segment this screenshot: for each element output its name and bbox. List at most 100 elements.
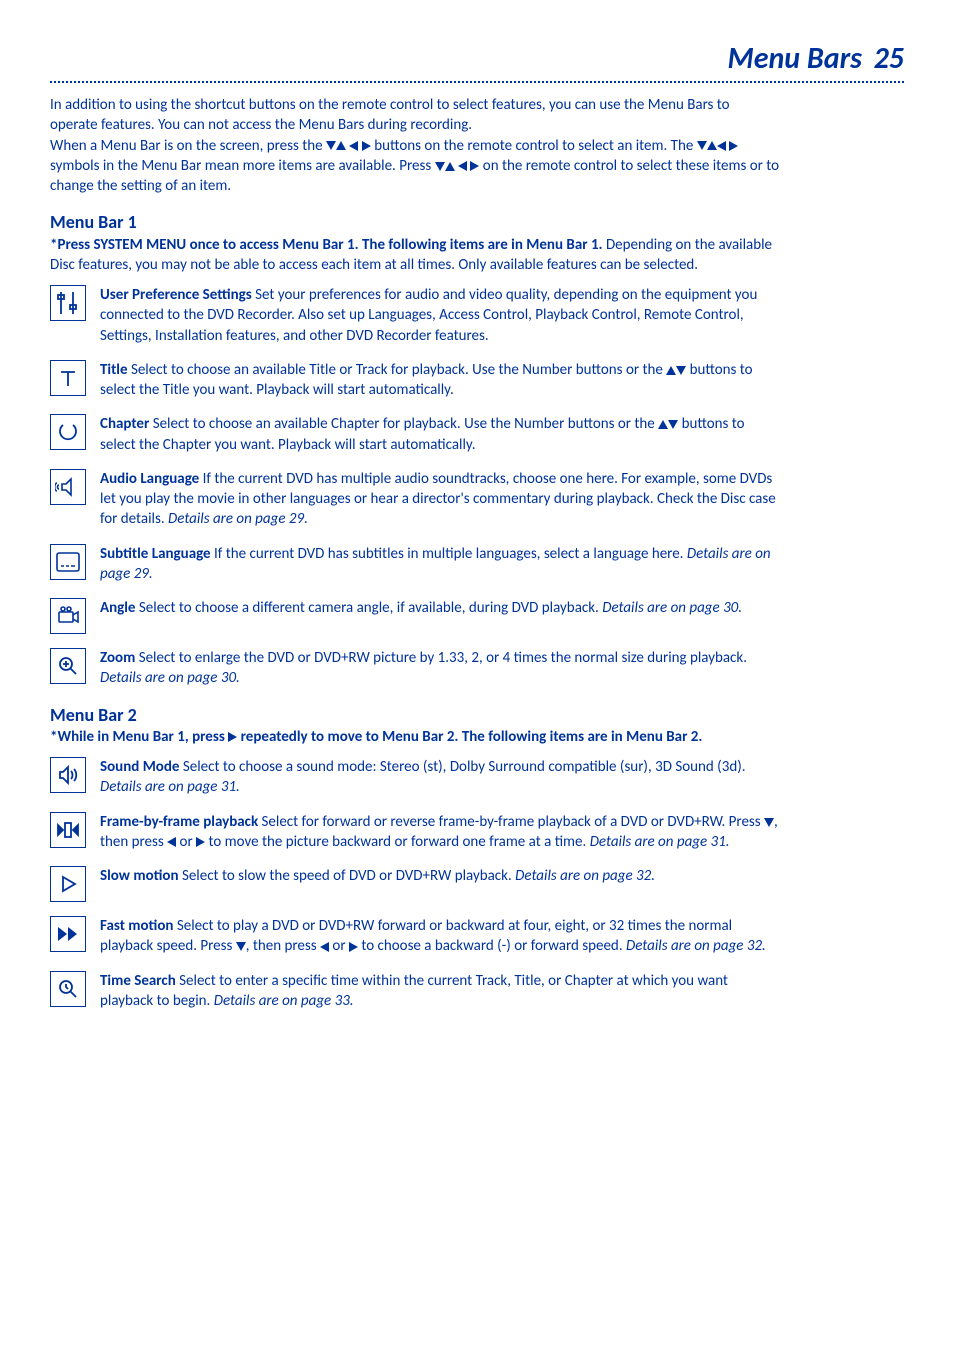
item-tail: Details are on page 30. — [602, 599, 742, 617]
item-text: If the current DVD has subtitles in mult… — [211, 545, 687, 563]
item-title: Title Select to choose an available Titl… — [50, 360, 780, 401]
menubar2-lead-b: repeatedly to move to Menu Bar 2. The fo… — [237, 728, 702, 746]
preferences-icon — [50, 285, 86, 321]
item-body: Frame-by-frame playback Select for forwa… — [100, 812, 780, 853]
item-sound-mode: Sound Mode Select to choose a sound mode… — [50, 757, 780, 798]
page-title: Menu Bars — [728, 40, 862, 77]
down-icon — [668, 420, 678, 429]
item-label: Audio Language — [100, 470, 199, 488]
item-label: Chapter — [100, 415, 149, 433]
left-icon — [458, 161, 467, 171]
t-d: to move the picture backward or forward … — [205, 833, 590, 851]
right-icon — [362, 141, 371, 151]
item-text: Select to choose a different camera angl… — [136, 599, 603, 617]
menubar1-lead: *Press SYSTEM MENU once to access Menu B… — [50, 235, 780, 276]
t-b: , then press — [246, 937, 320, 955]
item-label: Zoom — [100, 649, 135, 667]
item-label: User Preference Settings — [100, 286, 252, 304]
up-icon — [658, 420, 668, 429]
item-label: Frame-by-frame playback — [100, 813, 258, 831]
item-zoom: Zoom Select to enlarge the DVD or DVD+RW… — [50, 648, 780, 689]
item-tail: Details are on page 31. — [100, 778, 240, 796]
fast-motion-icon — [50, 916, 86, 952]
down-icon — [676, 366, 686, 375]
intro-block: In addition to using the shortcut button… — [50, 95, 780, 196]
intro-p1: In addition to using the shortcut button… — [50, 96, 730, 134]
item-tail: Details are on page 30. — [100, 669, 240, 687]
item-time-search: Time Search Select to enter a specific t… — [50, 971, 780, 1012]
intro-p2a: When a Menu Bar is on the screen, press … — [50, 137, 326, 155]
right-icon — [349, 942, 358, 952]
item-subtitle-lang: Subtitle Language If the current DVD has… — [50, 544, 780, 585]
menubar2-heading: Menu Bar 2 — [50, 703, 780, 727]
item-label: Slow motion — [100, 867, 179, 885]
t-c: or — [329, 937, 349, 955]
header-rule — [50, 81, 904, 83]
left-icon — [349, 141, 358, 151]
t-a: Select for forward or reverse frame-by-f… — [258, 813, 764, 831]
item-fast-motion: Fast motion Select to play a DVD or DVD+… — [50, 916, 780, 957]
item-tail: Details are on page 32. — [515, 867, 655, 885]
up-icon — [336, 141, 346, 150]
slow-motion-icon — [50, 866, 86, 902]
down-icon — [697, 141, 707, 150]
item-body: Subtitle Language If the current DVD has… — [100, 544, 780, 585]
item-body: Angle Select to choose a different camer… — [100, 598, 780, 618]
menubar2-lead-a: *While in Menu Bar 1, press — [50, 728, 228, 746]
frame-step-icon — [50, 812, 86, 848]
item-body: Fast motion Select to play a DVD or DVD+… — [100, 916, 780, 957]
item-label: Fast motion — [100, 917, 173, 935]
left-icon — [320, 942, 329, 952]
item-text: Select to enter a specific time within t… — [100, 972, 728, 1010]
zoom-icon — [50, 648, 86, 684]
up-icon — [707, 141, 717, 150]
item-audio-lang: Audio Language If the current DVD has mu… — [50, 469, 780, 530]
menubar1-heading: Menu Bar 1 — [50, 210, 780, 234]
page: Menu Bars 25 In addition to using the sh… — [0, 0, 954, 1065]
up-icon — [666, 366, 676, 375]
angle-icon — [50, 598, 86, 634]
up-icon — [445, 162, 455, 171]
down-icon — [326, 141, 336, 150]
item-label: Sound Mode — [100, 758, 179, 776]
down-icon — [435, 162, 445, 171]
intro-p2c: symbols in the Menu Bar mean more items … — [50, 157, 435, 175]
right-icon — [196, 837, 205, 847]
right-icon — [729, 141, 738, 151]
item-label: Angle — [100, 599, 136, 617]
item-user-pref: User Preference Settings Set your prefer… — [50, 285, 780, 346]
left-icon — [717, 141, 726, 151]
item-tail: Details are on page 33. — [214, 992, 354, 1010]
item-body: Slow motion Select to slow the speed of … — [100, 866, 780, 886]
item-text: Select to enlarge the DVD or DVD+RW pict… — [135, 649, 747, 667]
chapter-icon — [50, 414, 86, 450]
subtitle-icon — [50, 544, 86, 580]
item-body: Time Search Select to enter a specific t… — [100, 971, 780, 1012]
item-frame-by-frame: Frame-by-frame playback Select for forwa… — [50, 812, 780, 853]
item-text-a: Select to choose an available Chapter fo… — [149, 415, 658, 433]
item-text: Select to slow the speed of DVD or DVD+R… — [179, 867, 516, 885]
item-tail: Details are on page 32. — [626, 937, 766, 955]
title-icon — [50, 360, 86, 396]
item-body: Zoom Select to enlarge the DVD or DVD+RW… — [100, 648, 780, 689]
menubar1-lead-bold: *Press SYSTEM MENU once to access Menu B… — [50, 236, 603, 254]
item-angle: Angle Select to choose a different camer… — [50, 598, 780, 634]
item-body: Sound Mode Select to choose a sound mode… — [100, 757, 780, 798]
intro-p2b: buttons on the remote control to select … — [371, 137, 697, 155]
item-body: Audio Language If the current DVD has mu… — [100, 469, 780, 530]
content: In addition to using the shortcut button… — [50, 95, 780, 1011]
item-label: Time Search — [100, 972, 176, 990]
item-body: Chapter Select to choose an available Ch… — [100, 414, 780, 455]
item-body: User Preference Settings Set your prefer… — [100, 285, 780, 346]
item-tail: Details are on page 31. — [590, 833, 730, 851]
page-number: 25 — [874, 40, 904, 77]
item-text: Select to choose a sound mode: Stereo (s… — [179, 758, 745, 776]
item-body: Title Select to choose an available Titl… — [100, 360, 780, 401]
t-c: or — [176, 833, 196, 851]
item-label: Subtitle Language — [100, 545, 211, 563]
item-chapter: Chapter Select to choose an available Ch… — [50, 414, 780, 455]
down-icon — [764, 818, 774, 827]
item-text-a: Select to choose an available Title or T… — [128, 361, 667, 379]
time-search-icon — [50, 971, 86, 1007]
right-icon — [228, 732, 237, 742]
